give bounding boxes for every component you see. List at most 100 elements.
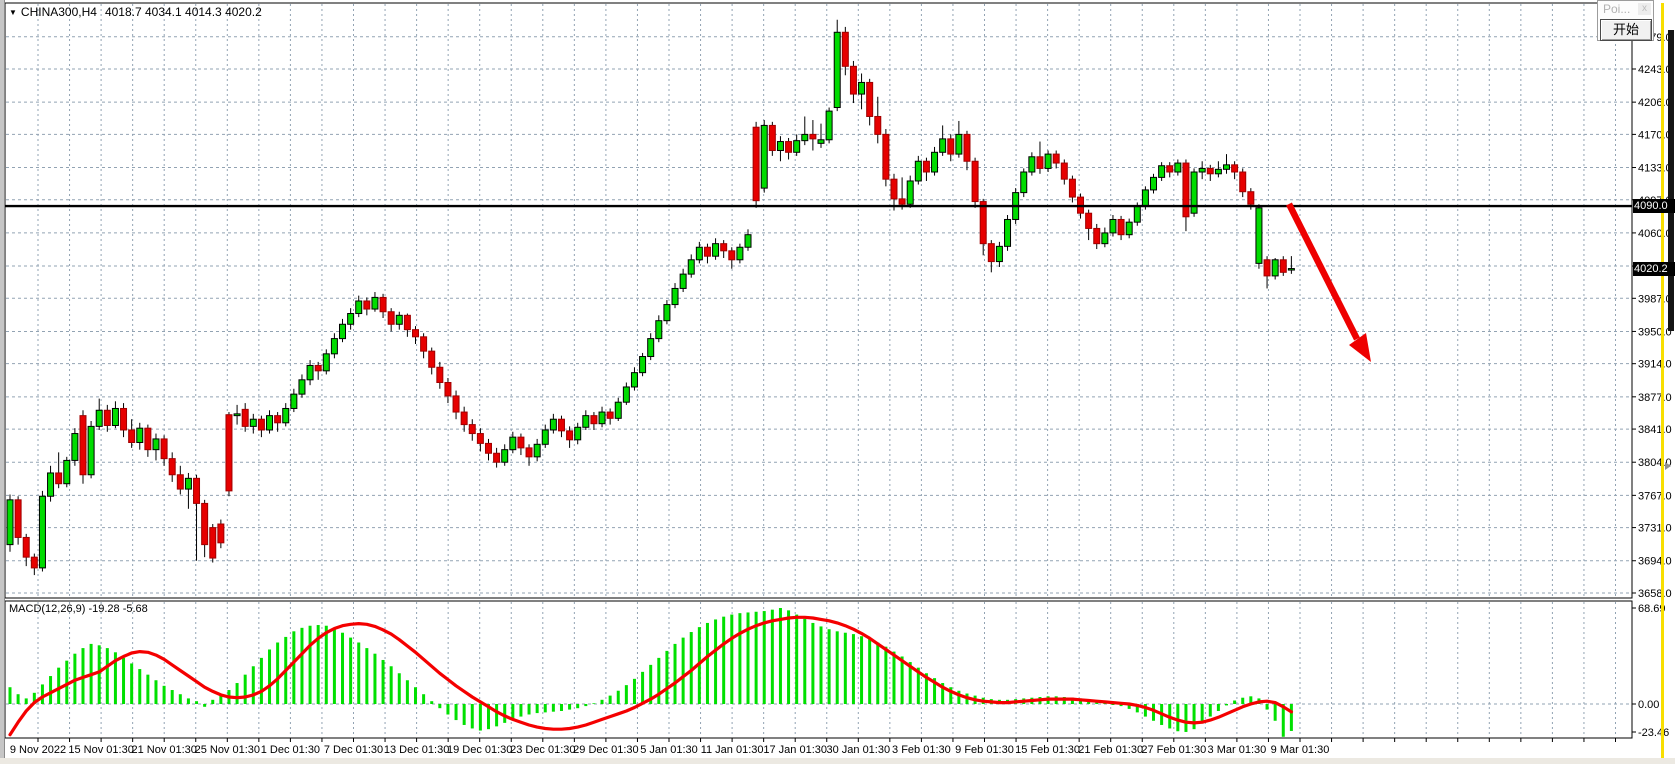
candle-body [1068, 178, 1076, 198]
candle-body [47, 472, 55, 497]
candle-body [1231, 164, 1239, 173]
macd-bar [292, 631, 296, 704]
macd-bar [949, 687, 953, 704]
candle-body [1044, 153, 1052, 169]
chevron-down-icon[interactable]: ▼ [9, 8, 17, 17]
vertical-scrollbar-thumb[interactable] [1668, 30, 1674, 331]
popup-titlebar[interactable]: Poi... x [1598, 1, 1653, 17]
candle-body [639, 356, 647, 374]
candles [6, 19, 1295, 576]
macd-bar [860, 636, 864, 704]
macd-bar [1200, 704, 1204, 724]
price-axis-label: 4133.0 [1638, 163, 1672, 175]
candle-body [387, 311, 395, 325]
candle-body [217, 523, 225, 544]
price-axis[interactable]: 4279.04243.04206.04170.04133.04097.04060… [1632, 32, 1672, 600]
macd-bar [357, 642, 361, 704]
symbol-timeframe-label: CHINA300,H4 [20, 5, 97, 19]
macd-bar [259, 657, 263, 704]
down-arrow-annotation[interactable] [1286, 202, 1371, 362]
macd-bar [1281, 704, 1285, 737]
macd-bar [511, 704, 515, 720]
macd-bar [308, 625, 312, 704]
macd-signal-line [8, 615, 1294, 737]
macd-bar [162, 685, 166, 704]
candle-body [801, 133, 809, 142]
macd-bar [389, 666, 393, 704]
macd-bar [811, 622, 815, 704]
macd-bar [616, 690, 620, 704]
macd-bar [1216, 704, 1220, 711]
macd-bar [324, 625, 328, 704]
date-axis-label: 29 Dec 01:30 [573, 744, 638, 756]
candle-body [379, 296, 387, 313]
candle-body [274, 415, 282, 424]
candle-body [866, 81, 874, 117]
macd-bar [714, 619, 718, 704]
macd-bar [381, 659, 385, 704]
macd-bar [276, 642, 280, 704]
price-axis-label: 3731.0 [1638, 523, 1672, 535]
start-button[interactable]: 开始 [1600, 19, 1652, 41]
candle-body [1166, 165, 1174, 173]
candle-body [412, 329, 419, 338]
candle-body [1020, 171, 1028, 194]
macd-bar [608, 695, 612, 704]
date-axis-label: 21 Feb 01:30 [1078, 744, 1143, 756]
candle-body [1271, 259, 1279, 277]
macd-bar [122, 657, 126, 704]
candle-body [193, 477, 201, 504]
macd-scale-label: 68.69 [1638, 603, 1666, 615]
macd-bar [316, 625, 320, 704]
macd-bar [1241, 697, 1245, 704]
macd-bar [924, 673, 928, 704]
macd-bar [673, 643, 677, 704]
candle-body [557, 418, 565, 432]
macd-bar [632, 678, 636, 704]
macd-bar [1273, 704, 1277, 721]
candle-body [1036, 156, 1044, 169]
candle-body [987, 243, 995, 263]
candle-body [1174, 162, 1182, 173]
macd-bar [738, 613, 742, 704]
candle-body [103, 409, 111, 426]
candle-body [298, 379, 306, 395]
date-axis-label: 9 Mar 01:30 [1271, 744, 1330, 756]
candle-body [736, 246, 744, 261]
candle-body [501, 449, 509, 463]
macd-histogram [8, 607, 1293, 737]
candle-body [371, 296, 379, 310]
macd-bar [689, 632, 693, 704]
current-price-badge: 4020.2 [1633, 262, 1675, 276]
macd-bar [300, 627, 304, 704]
price-axis-label: 3877.0 [1638, 392, 1672, 404]
macd-bar [57, 667, 61, 704]
macd-bar [430, 701, 434, 704]
candle-body [1223, 164, 1230, 170]
candle-body [6, 499, 14, 546]
candle-body [314, 364, 322, 372]
date-axis-label: 23 Dec 01:30 [510, 744, 575, 756]
chart-title: ▼ CHINA300,H4 4018.7 4034.1 4014.3 4020.2 [9, 5, 262, 19]
candle-body [1247, 191, 1255, 205]
price-axis-arrow-icon [1665, 462, 1671, 470]
macd-bar [268, 649, 272, 704]
hline-price-badge: 4090.0 [1633, 199, 1675, 213]
macd-bar [243, 674, 247, 704]
macd-bar [414, 687, 417, 704]
candle-body [1101, 232, 1109, 245]
macd-bar [130, 663, 134, 704]
macd-bar [827, 629, 831, 704]
candle-body [671, 287, 679, 306]
close-icon[interactable]: x [1638, 3, 1651, 15]
candle-body [128, 429, 136, 444]
candle-body [63, 459, 71, 485]
macd-bar [559, 704, 563, 711]
candle-body [849, 65, 857, 95]
macd-bar [203, 704, 207, 707]
script-popup-window[interactable]: Poi... x 开始 [1597, 0, 1654, 41]
date-axis-label: 3 Mar 01:30 [1208, 744, 1267, 756]
